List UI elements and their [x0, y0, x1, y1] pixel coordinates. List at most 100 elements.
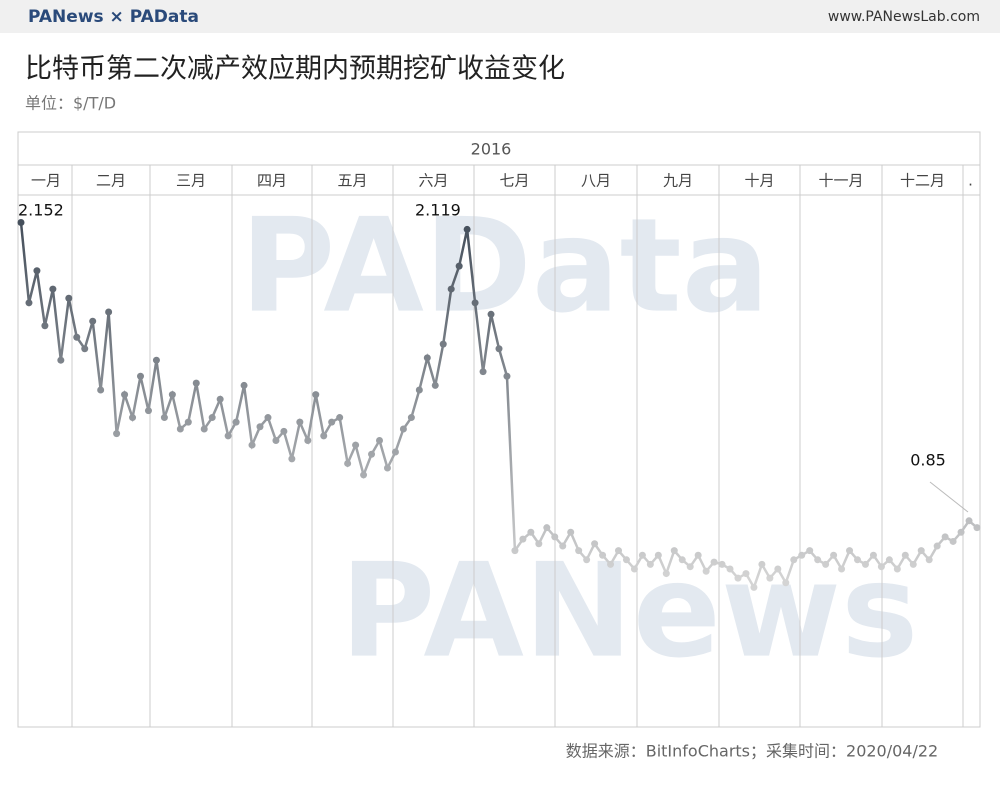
point [439, 340, 447, 348]
point [726, 565, 734, 573]
point [383, 464, 391, 472]
point [105, 308, 113, 316]
point [33, 267, 41, 275]
point [646, 560, 654, 568]
point [248, 441, 256, 449]
point [869, 551, 877, 559]
month-label: 一月 [31, 172, 61, 190]
point [909, 560, 917, 568]
point [344, 459, 352, 467]
point [933, 542, 941, 550]
point [256, 423, 264, 431]
point [49, 285, 57, 293]
point [543, 524, 551, 532]
point [113, 430, 121, 438]
point [336, 414, 344, 422]
point [861, 560, 869, 568]
point [208, 414, 216, 422]
point [758, 560, 766, 568]
point [304, 436, 312, 444]
point [320, 432, 328, 440]
point [901, 551, 909, 559]
annotation: 2.119 [415, 201, 461, 220]
point [463, 225, 471, 233]
point [774, 565, 782, 573]
point [790, 556, 798, 564]
month-label: 八月 [581, 172, 611, 190]
annotation-line [929, 481, 969, 513]
month-label: 十二月 [900, 172, 945, 190]
point [750, 583, 758, 591]
point [734, 574, 742, 582]
point [973, 524, 981, 532]
point [710, 558, 718, 566]
point [144, 407, 152, 415]
point [176, 425, 184, 433]
point [137, 372, 144, 380]
point [216, 395, 224, 403]
point [742, 570, 750, 578]
point [312, 391, 320, 399]
month-label: 三月 [176, 172, 206, 190]
point [854, 556, 861, 564]
annotation: 0.85 [910, 451, 946, 470]
point [97, 386, 105, 394]
plot-frame [17, 131, 981, 728]
point [694, 551, 702, 559]
point [423, 354, 431, 362]
point [949, 537, 957, 545]
point [391, 448, 399, 456]
brand: PANews × PAData [28, 7, 199, 27]
point [559, 542, 567, 550]
point [280, 427, 288, 435]
point [447, 285, 455, 293]
point [885, 556, 893, 564]
point [17, 219, 25, 227]
point [718, 560, 726, 568]
month-label: 四月 [257, 172, 287, 190]
point [941, 533, 949, 541]
point [479, 368, 487, 376]
month-label: . [968, 172, 973, 190]
point [822, 560, 830, 568]
point [168, 391, 176, 399]
point [376, 436, 383, 444]
point [81, 345, 89, 353]
point [360, 471, 368, 479]
point [615, 547, 622, 555]
point [519, 535, 527, 543]
point [200, 425, 208, 433]
point [471, 299, 479, 307]
point [925, 556, 933, 564]
point [368, 450, 376, 458]
site: www.PANewsLab.com [828, 9, 980, 25]
month-label: 九月 [663, 172, 693, 190]
month-label: 七月 [499, 172, 529, 190]
point [41, 322, 49, 330]
point [352, 441, 360, 449]
point [607, 560, 615, 568]
point [25, 299, 33, 307]
chart-title: 比特币第二次减产效应期内预期挖矿收益变化 [25, 54, 565, 85]
point [702, 567, 710, 575]
point [591, 540, 599, 548]
point [965, 517, 973, 525]
point [240, 381, 248, 389]
point [893, 565, 901, 573]
point [638, 551, 646, 559]
point [160, 414, 168, 422]
point [73, 333, 81, 341]
month-label: 十一月 [818, 172, 863, 190]
point [782, 579, 790, 587]
point [846, 547, 854, 555]
watermark: PAData [240, 190, 769, 342]
annotation: 2.152 [18, 201, 64, 220]
point [686, 563, 694, 571]
point [232, 418, 240, 426]
point [838, 565, 846, 573]
header-bar [0, 0, 1000, 33]
point [957, 528, 965, 536]
point [264, 414, 272, 422]
point [622, 556, 630, 564]
